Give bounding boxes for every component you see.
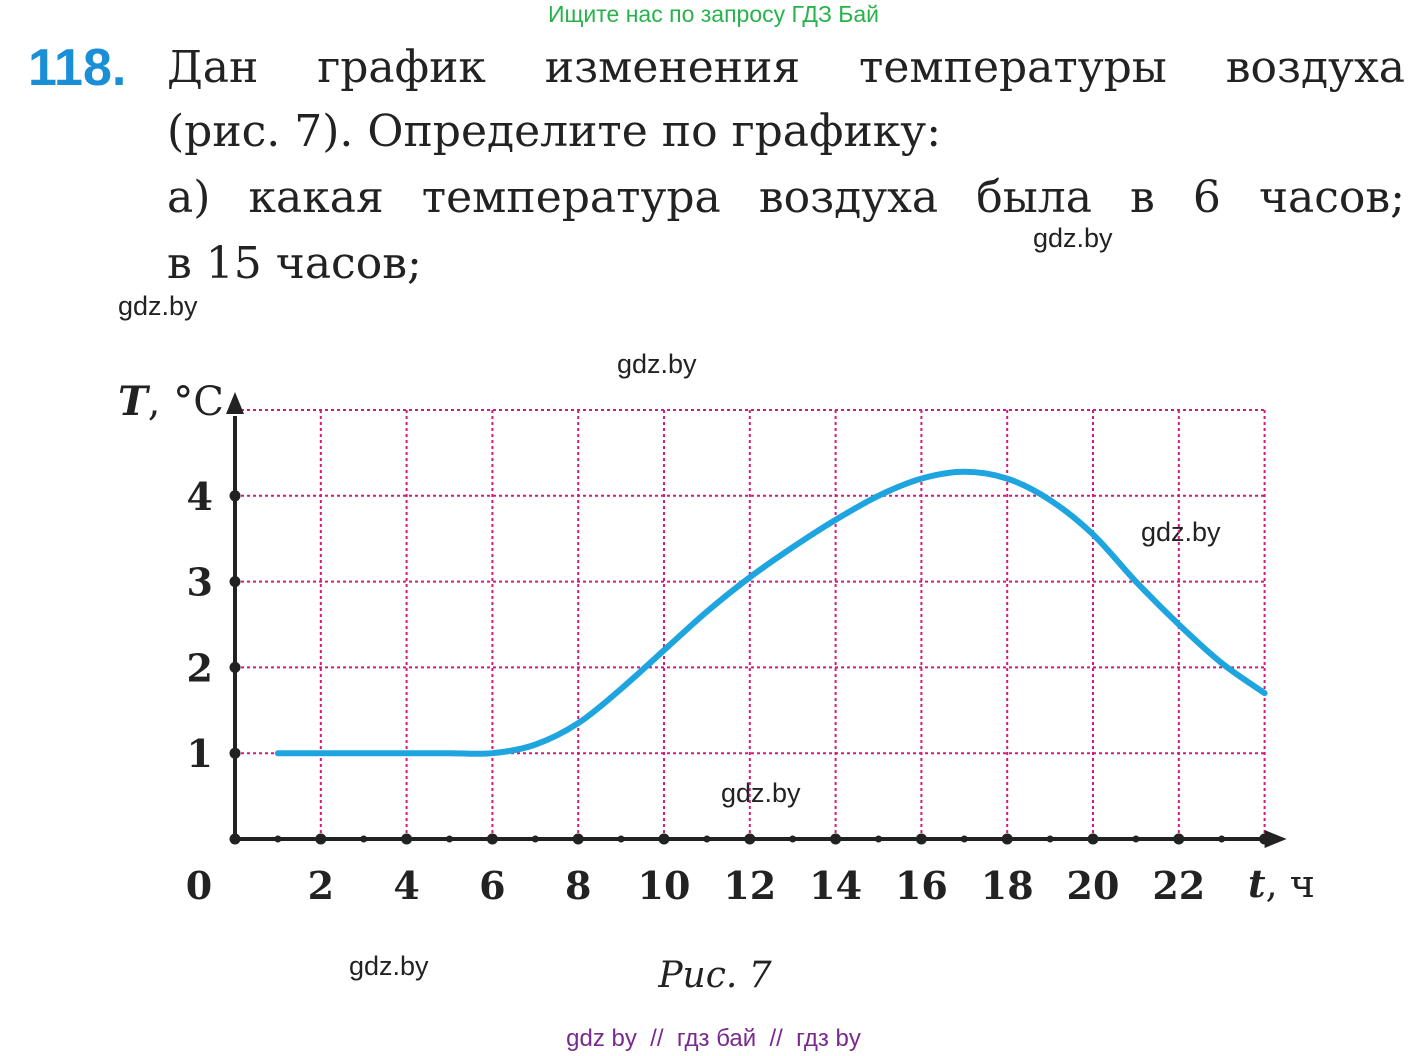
y-tick-label: 4 xyxy=(187,474,213,519)
x-axis-tick-dot xyxy=(617,835,625,843)
y-tick-label: 3 xyxy=(187,560,213,605)
task-text-line-4: в 15 часов; xyxy=(167,238,422,289)
x-axis-tick-dot xyxy=(744,833,756,845)
watermark: gdz.by xyxy=(721,778,801,808)
task-text-line-2: (рис. 7). Определите по графику: xyxy=(167,106,942,157)
x-axis-tick-dot xyxy=(703,835,711,843)
watermark: gdz.by xyxy=(349,951,429,981)
watermark: gdz.by xyxy=(617,349,697,379)
x-axis-tick-dot xyxy=(531,835,539,843)
x-axis-tick-dot xyxy=(658,833,670,845)
x-axis-tick-dot xyxy=(915,833,927,845)
y-tick-label: 2 xyxy=(187,645,213,690)
x-tick-label: 18 xyxy=(981,863,1034,908)
footer-links: gdz by // гдз бай // гдз by xyxy=(566,1025,861,1052)
x-tick-label: 14 xyxy=(809,863,862,908)
y-axis-tick-dot xyxy=(229,661,241,673)
origin-label: 0 xyxy=(186,863,212,908)
x-axis-tick-dot xyxy=(830,833,842,845)
site-banner: Ищите нас по запросу ГДЗ Бай xyxy=(547,1,880,27)
x-tick-label: 22 xyxy=(1152,863,1205,908)
x-tick-label: 2 xyxy=(308,863,334,908)
x-axis-tick-dot xyxy=(1046,835,1054,843)
watermark: gdz.by xyxy=(118,291,198,321)
x-tick-label: 8 xyxy=(565,863,591,908)
x-axis-tick-dot xyxy=(875,835,882,843)
x-axis-arrow xyxy=(1264,830,1287,848)
x-axis-tick-dot xyxy=(315,833,327,845)
task-text-line-3: а) какая температура воздуха была в 6 ча… xyxy=(167,172,1405,223)
figure-caption: Рис. 7 xyxy=(658,955,772,996)
x-tick-label: 12 xyxy=(723,863,776,908)
y-axis-tick-dot xyxy=(229,490,241,502)
temperature-line xyxy=(274,468,1268,757)
x-tick-label: 20 xyxy=(1067,863,1120,908)
x-axis-tick-dot xyxy=(401,833,413,845)
x-axis-tick-dot xyxy=(572,833,584,845)
task-text-line-1: Дан график изменения температуры воздуха xyxy=(167,42,1405,93)
x-tick-label: 4 xyxy=(393,863,419,908)
x-axis-tick-dot xyxy=(486,833,498,845)
x-tick-label: 16 xyxy=(895,863,948,908)
x-tick-label: 10 xyxy=(638,863,691,908)
y-axis-arrow xyxy=(226,392,244,414)
x-axis-tick-dot xyxy=(1259,833,1271,845)
y-axis-tick-dot xyxy=(229,576,241,588)
y-tick-label: 1 xyxy=(187,731,213,776)
x-tick-label: 6 xyxy=(479,863,505,908)
x-axis-tick-dot xyxy=(1132,835,1140,843)
x-axis-tick-dot xyxy=(1001,833,1013,845)
y-axis-tick-dot xyxy=(229,747,241,759)
task-number: 118. xyxy=(28,39,127,97)
x-axis-tick-dot xyxy=(1218,835,1226,843)
watermark: gdz.by xyxy=(1141,517,1221,547)
x-axis-tick-dot xyxy=(1173,833,1185,845)
x-axis-tick-dot xyxy=(229,833,241,845)
watermark: gdz.by xyxy=(1033,223,1113,253)
x-axis-tick-dot xyxy=(274,835,282,843)
x-axis-tick-dot xyxy=(789,835,797,843)
x-axis-tick-dot xyxy=(960,835,968,843)
x-axis-tick-dot xyxy=(446,835,453,843)
x-axis-tick-dot xyxy=(1087,833,1099,845)
x-axis-label: t, ч xyxy=(1248,861,1315,906)
y-axis-label: T, °C xyxy=(118,378,224,425)
x-axis-tick-dot xyxy=(360,835,368,843)
